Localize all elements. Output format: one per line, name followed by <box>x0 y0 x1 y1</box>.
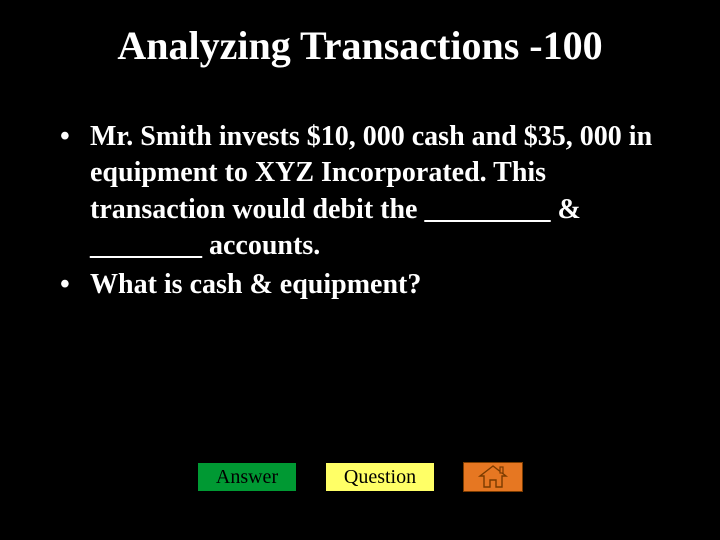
button-row: Answer Question <box>0 462 720 492</box>
home-button[interactable] <box>463 462 523 492</box>
bullet-text: What is cash & equipment? <box>90 267 660 303</box>
slide-title: Analyzing Transactions -100 <box>0 0 720 89</box>
list-item: • Mr. Smith invests $10, 000 cash and $3… <box>60 119 660 265</box>
question-button[interactable]: Question <box>325 462 435 492</box>
list-item: • What is cash & equipment? <box>60 267 660 303</box>
bullet-marker: • <box>60 267 90 303</box>
content-area: • Mr. Smith invests $10, 000 cash and $3… <box>0 89 720 303</box>
bullet-marker: • <box>60 119 90 265</box>
answer-button[interactable]: Answer <box>197 462 297 492</box>
bullet-text: Mr. Smith invests $10, 000 cash and $35,… <box>90 119 660 265</box>
home-icon <box>476 465 510 489</box>
